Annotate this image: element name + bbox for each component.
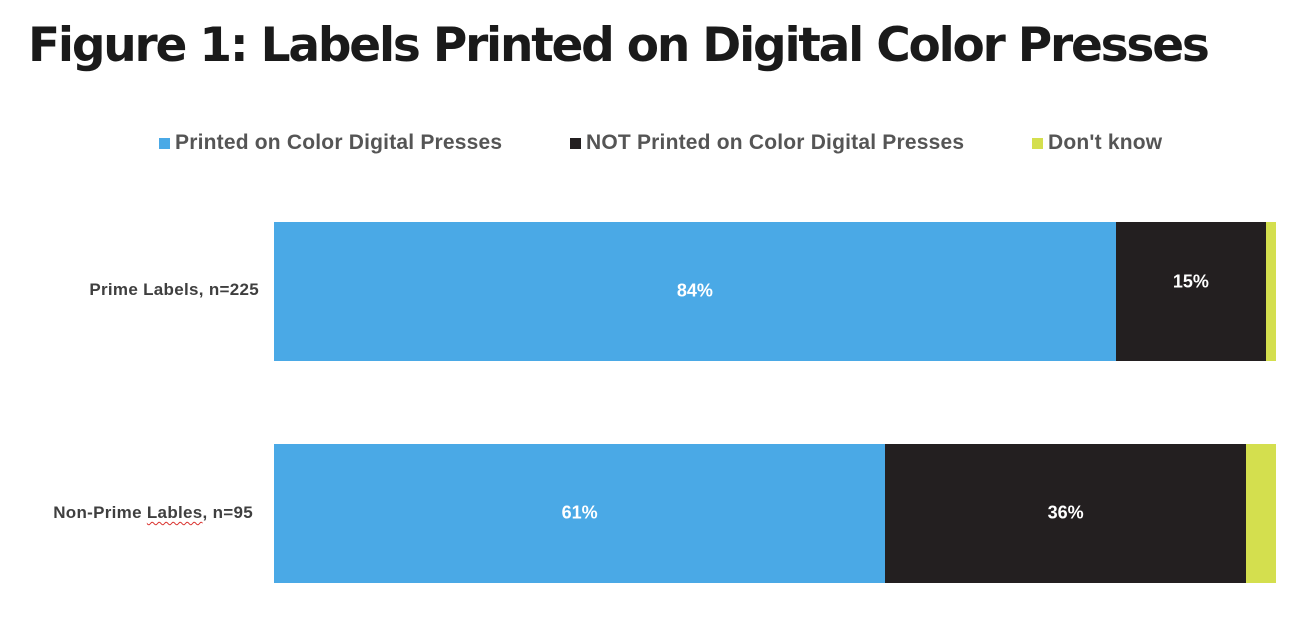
category-label-non-prime-text: Non-Prime Lables, n=95 [53, 503, 253, 522]
data-label-non-prime-printed: 61% [561, 502, 598, 523]
bar-non-prime-printed [274, 444, 886, 583]
bar-prime-not-printed [1115, 222, 1266, 361]
bar-row-non-prime: 61% 36% [274, 444, 1276, 583]
category-label-prime: Prime Labels, n=225 [89, 280, 259, 299]
bar-prime-printed [274, 222, 1116, 361]
legend-swatch-not-printed [570, 137, 581, 149]
bar-prime-dont-know [1265, 222, 1276, 361]
data-label-non-prime-not-printed: 36% [1047, 502, 1084, 523]
legend-item-dont-know: Don't know [1032, 131, 1162, 155]
legend-swatch-dont-know [1032, 137, 1043, 149]
legend-label-not-printed: NOT Printed on Color Digital Presses [586, 131, 965, 154]
bar-non-prime-dont-know [1245, 444, 1276, 583]
legend-swatch-printed [159, 137, 170, 149]
page-title: Figure 1: Labels Printed on Digital Colo… [28, 18, 1210, 73]
legend-item-not-printed: NOT Printed on Color Digital Presses [570, 131, 964, 155]
legend-label-printed: Printed on Color Digital Presses [175, 131, 503, 154]
bar-row-prime: 84% 15% [274, 222, 1276, 361]
legend-label-dont-know: Don't know [1048, 131, 1163, 154]
category-label-non-prime: Non-Prime Lables, n=95 [53, 503, 253, 523]
data-label-prime-printed: 84% [676, 280, 713, 301]
bar-non-prime-not-printed [885, 444, 1246, 583]
spellcheck-squiggle: Lables [146, 503, 203, 522]
data-label-prime-not-printed: 15% [1172, 271, 1209, 292]
legend-item-printed: Printed on Color Digital Presses [159, 131, 502, 155]
